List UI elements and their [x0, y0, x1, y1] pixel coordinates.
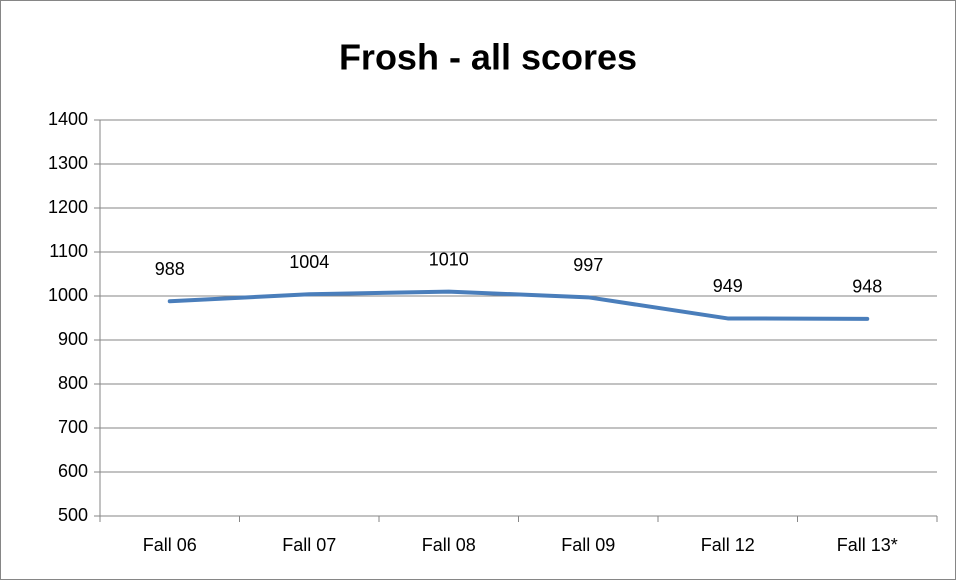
x-tick-label: Fall 08 [422, 535, 476, 555]
data-label: 1010 [429, 249, 469, 269]
y-tick-label: 900 [58, 329, 88, 349]
line [167, 289, 870, 321]
chart-title: Frosh - all scores [339, 37, 637, 78]
y-tick-label: 800 [58, 373, 88, 393]
y-tick-label: 1100 [49, 241, 88, 261]
y-tick-label: 1400 [48, 109, 88, 129]
x-tick-label: Fall 12 [701, 535, 755, 555]
data-label: 948 [852, 277, 882, 297]
y-tick-label: 1200 [48, 197, 88, 217]
data-label: 997 [573, 255, 603, 275]
data-label: 949 [713, 276, 743, 296]
x-tick-label: Fall 07 [282, 535, 336, 555]
x-tick-label: Fall 13* [837, 535, 898, 555]
y-tick-label: 1000 [48, 285, 88, 305]
y-tick-label: 600 [58, 461, 88, 481]
x-tick-label: Fall 09 [561, 535, 615, 555]
y-tick-label: 700 [58, 417, 88, 437]
data-label: 988 [155, 259, 185, 279]
x-tick-label: Fall 06 [143, 535, 197, 555]
y-tick-label: 1300 [48, 153, 88, 173]
data-label: 1004 [289, 252, 329, 272]
y-tick-label: 500 [58, 505, 88, 525]
